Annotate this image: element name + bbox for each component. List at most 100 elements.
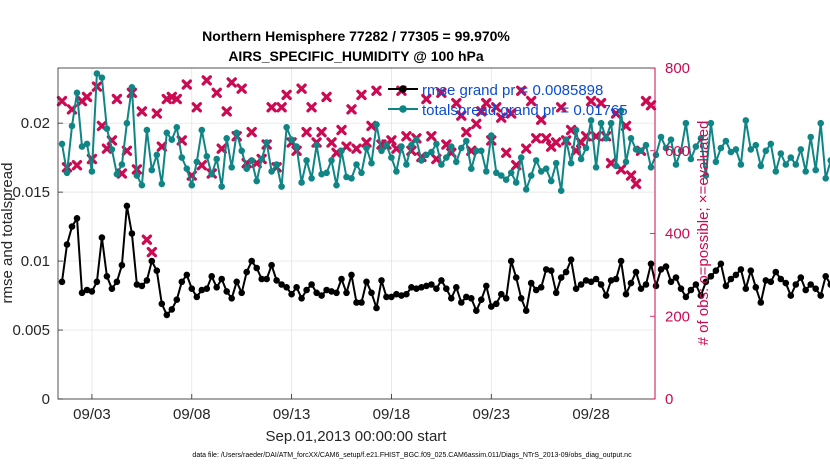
rmse-point — [752, 284, 760, 291]
totalspread-point — [637, 147, 645, 155]
totalspread-point — [807, 133, 814, 141]
totalspread-point — [153, 151, 161, 159]
totalspread-point — [617, 107, 625, 115]
rmse-point — [737, 266, 745, 273]
rmse-point — [757, 299, 765, 306]
rmse-point — [348, 271, 355, 279]
rmse-point — [123, 202, 131, 210]
obs-evaluated-marker — [476, 106, 487, 117]
totalspread-point — [118, 161, 126, 168]
rmse-point — [443, 285, 450, 293]
rmse-point — [203, 285, 211, 293]
rmse-point — [787, 292, 795, 299]
rmse-point — [438, 277, 445, 284]
rmse-point — [587, 278, 595, 286]
rmse-point — [727, 275, 735, 283]
totalspread-point — [448, 143, 455, 150]
rmse-point — [557, 274, 565, 281]
totalspread-point — [627, 135, 635, 142]
rmse-point — [153, 267, 161, 275]
obs-evaluated-marker — [436, 87, 447, 99]
rmse-point — [827, 281, 830, 288]
totalspread-point — [343, 173, 350, 181]
rmse-point — [173, 296, 181, 304]
totalspread-point — [283, 124, 290, 131]
obs-evaluated-marker — [555, 102, 567, 113]
x-tick-label: 09/13 — [273, 406, 311, 423]
totalspread-point — [398, 143, 405, 150]
rmse-point — [183, 271, 191, 279]
totalspread-point — [692, 143, 700, 150]
rmse-point — [707, 273, 715, 280]
y-axis-right-label: # of obs: o=possible; ×=evaluated — [695, 121, 712, 346]
rmse-point — [353, 299, 360, 306]
y-axis-left-label: rmse and totalspread — [0, 163, 16, 304]
totalspread-point — [188, 181, 196, 189]
obs-evaluated-marker — [401, 131, 412, 142]
y-right-tick-label: 400 — [665, 226, 690, 243]
totalspread-point — [178, 154, 186, 161]
totalspread-point — [652, 151, 660, 159]
obs-evaluated-marker — [506, 108, 517, 119]
obs-evaluated-marker — [81, 91, 93, 103]
rmse-point — [163, 311, 171, 319]
rmse-point — [522, 307, 530, 315]
rmse-point — [537, 284, 545, 291]
totalspread-point — [263, 139, 271, 146]
rmse-point — [403, 290, 410, 298]
totalspread-point — [433, 140, 440, 148]
totalspread-point — [83, 140, 91, 148]
rmse-point — [238, 289, 245, 297]
obs-evaluated-marker — [276, 102, 287, 113]
totalspread-point — [792, 161, 800, 168]
totalspread-point — [682, 119, 690, 127]
totalspread-point — [822, 175, 829, 182]
rmse-point — [692, 281, 700, 288]
rmse-point — [298, 295, 305, 302]
totalspread-point — [752, 141, 760, 149]
obs-evaluated-marker — [306, 102, 317, 113]
rmse-point — [483, 282, 490, 290]
rmse-point — [602, 292, 610, 299]
totalspread-point — [677, 147, 685, 155]
rmse-point — [622, 290, 630, 298]
totalspread-point — [473, 147, 480, 155]
obs-evaluated-marker — [501, 147, 512, 159]
rmse-point — [592, 275, 600, 283]
totalspread-point — [597, 119, 605, 127]
rmse-point — [597, 281, 605, 288]
rmse-point — [363, 278, 370, 286]
rmse-point — [662, 263, 670, 270]
totalspread-point — [58, 140, 66, 148]
obs-evaluated-marker — [266, 102, 277, 113]
rmse-point — [527, 279, 535, 287]
totalspread-point — [123, 119, 131, 127]
rmse-point — [133, 281, 141, 288]
totalspread-point — [478, 147, 485, 155]
obs-evaluated-marker — [236, 83, 247, 94]
totalspread-point — [493, 169, 500, 177]
totalspread-point — [223, 135, 230, 142]
y-tick-label: 0.02 — [21, 115, 50, 132]
totalspread-point — [622, 158, 630, 166]
obs-evaluated-marker — [316, 126, 327, 138]
obs-evaluated-marker — [56, 95, 68, 107]
totalspread-point — [782, 161, 790, 168]
totalspread-point — [168, 136, 176, 143]
obs-evaluated-marker — [71, 160, 83, 171]
totalspread-point — [453, 158, 460, 166]
totalspread-point — [213, 155, 220, 163]
totalspread-point — [827, 157, 830, 164]
totalspread-point — [707, 119, 715, 127]
totalspread-point — [697, 135, 705, 142]
obs-evaluated-marker — [351, 143, 362, 154]
rmse-point — [233, 278, 240, 286]
totalspread-point — [108, 146, 116, 153]
rmse-point — [318, 292, 325, 299]
totalspread-point — [562, 136, 570, 143]
rmse-point — [702, 278, 710, 286]
rmse-point — [637, 285, 645, 293]
rmse-point — [767, 278, 775, 286]
rmse-point — [822, 273, 829, 280]
totalspread-point — [458, 144, 465, 152]
